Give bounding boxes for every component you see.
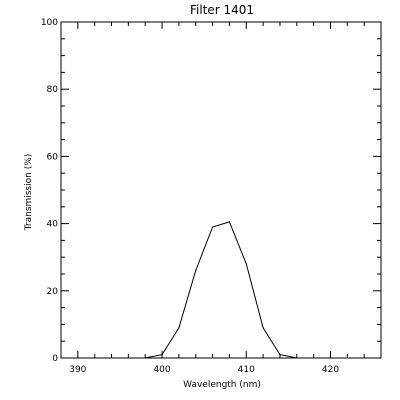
data-point	[161, 354, 163, 356]
x-tick-label: 400	[153, 365, 170, 375]
transmission-curve	[145, 221, 314, 359]
data-point	[195, 270, 197, 272]
axes	[60, 21, 382, 359]
data-point	[279, 354, 281, 356]
data-point	[211, 226, 214, 228]
y-tick-label: 0	[52, 354, 58, 364]
y-tick-label: 80	[47, 85, 59, 95]
y-axis-label: Transmission (%)	[24, 154, 34, 232]
y-tick-label: 40	[47, 220, 59, 230]
y-tick-label: 60	[47, 152, 59, 162]
plot-area	[144, 221, 315, 359]
x-tick-label: 390	[69, 365, 86, 375]
chart-title: Filter 1401	[190, 3, 254, 17]
data-point	[313, 357, 315, 359]
data-point	[296, 357, 298, 359]
tick-labels: 390 400 410 420 0 20 40 60 80 100	[41, 18, 340, 375]
data-point	[262, 327, 264, 329]
y-tick-label: 100	[41, 18, 58, 28]
tick-marks	[60, 21, 382, 359]
data-point	[245, 263, 247, 265]
data-point	[178, 327, 180, 329]
y-tick-label: 20	[47, 287, 59, 297]
data-point	[144, 357, 146, 359]
data-point	[228, 221, 231, 223]
plot-frame	[60, 21, 382, 359]
x-tick-label: 410	[238, 365, 255, 375]
x-tick-label: 420	[322, 365, 339, 375]
x-axis-label: Wavelength (nm)	[183, 380, 261, 390]
